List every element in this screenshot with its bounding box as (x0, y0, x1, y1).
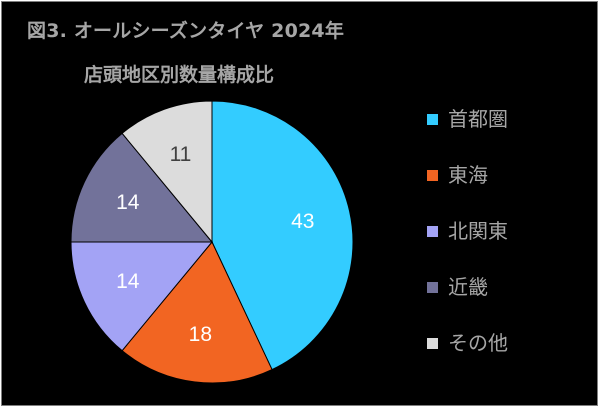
legend-item-1: 首都圏 (427, 106, 508, 132)
pie-slice-3 (70, 241, 214, 352)
chart-subtitle: 店頭地区別数量構成比 (84, 64, 275, 86)
pie-slice-5 (121, 100, 213, 244)
legend-item-2: 東海 (427, 162, 488, 188)
legend-item-3: 北関東 (427, 218, 508, 244)
legend-swatch-3 (427, 225, 438, 237)
legend-swatch-5 (427, 337, 438, 349)
pie-data-label-4: 14 (116, 191, 140, 214)
chart-title: 図3. オールシーズンタイヤ 2024年 (27, 20, 345, 42)
legend-label-5: その他 (448, 331, 508, 355)
legend-item-4: 近畿 (427, 274, 488, 300)
legend-swatch-2 (427, 169, 438, 181)
pie-slice-4 (70, 132, 214, 243)
pie-data-label-3: 14 (116, 270, 140, 293)
pie-data-label-1: 43 (291, 210, 314, 233)
legend-label-4: 近畿 (448, 275, 488, 299)
pie-data-label-5: 11 (170, 143, 192, 166)
legend-label-1: 首都圏 (448, 107, 508, 131)
legend-item-5: その他 (427, 330, 508, 356)
pie-slice-1 (211, 100, 354, 371)
legend-label-2: 東海 (448, 163, 488, 187)
legend-swatch-4 (427, 281, 438, 293)
pie-data-label-2: 18 (189, 323, 212, 346)
pie-slice-2 (121, 241, 273, 384)
legend-label-3: 北関東 (448, 219, 508, 243)
legend-swatch-1 (427, 113, 438, 125)
